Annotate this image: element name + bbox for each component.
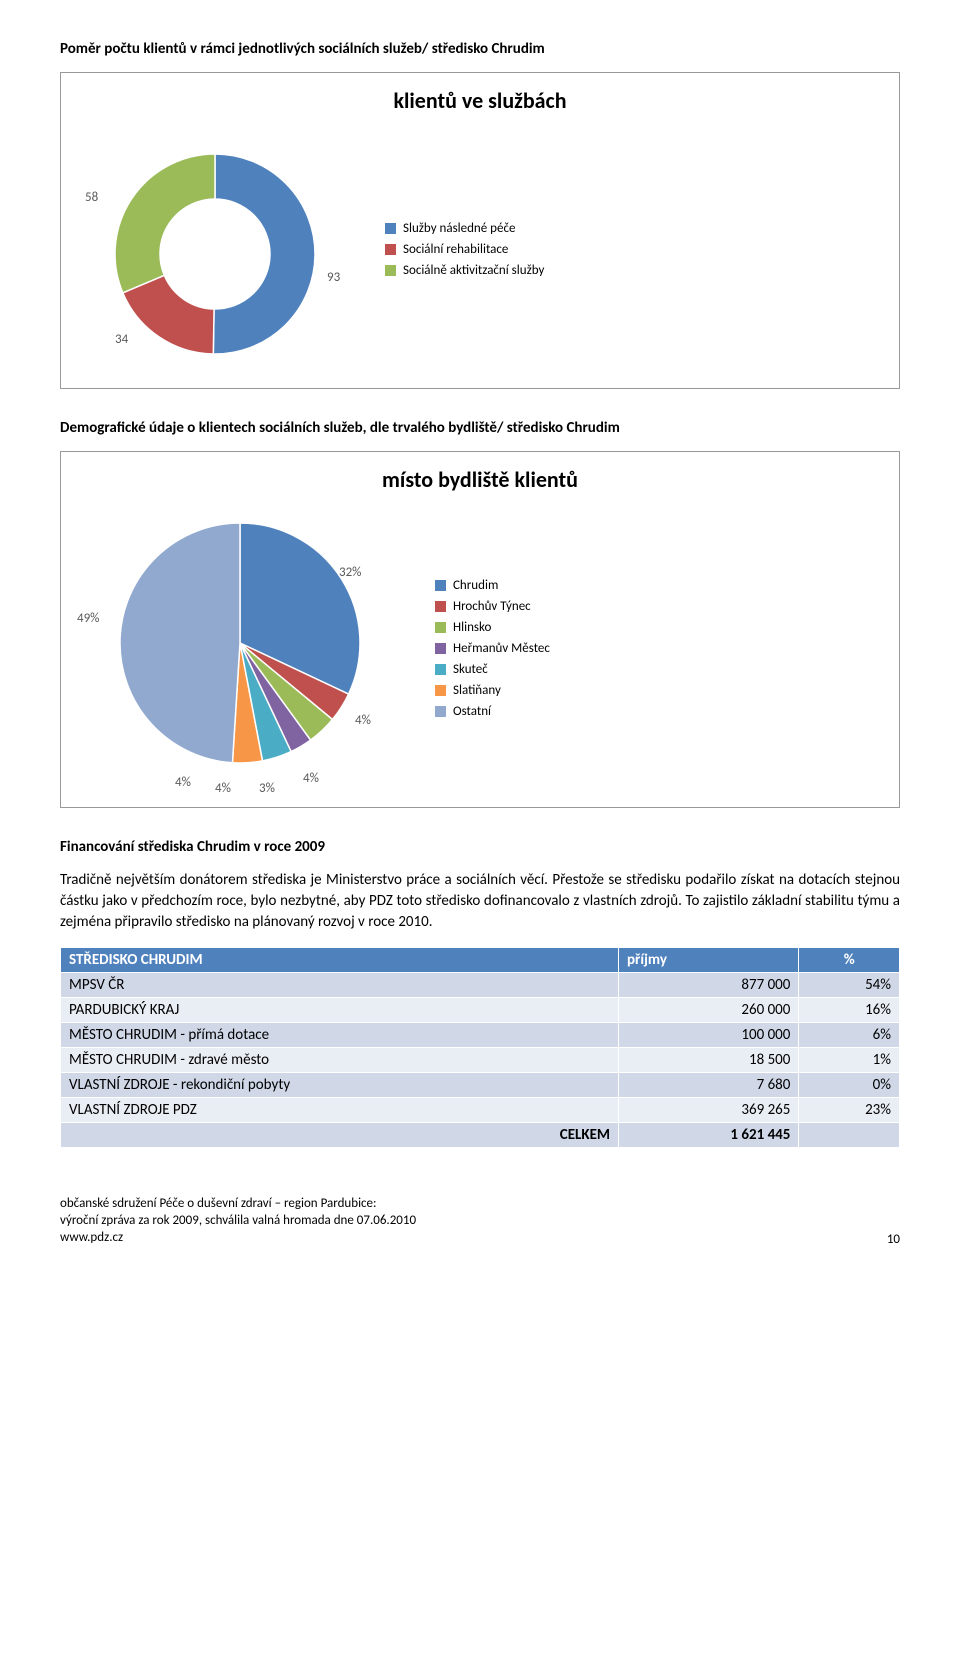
chart-data-label: 4% <box>175 775 191 790</box>
legend-swatch <box>385 244 396 255</box>
financing-paragraph: Tradičně největším donátorem střediska j… <box>60 870 900 933</box>
chart-data-label: 4% <box>355 713 371 728</box>
chart1-title: klientů ve službách <box>75 87 885 114</box>
chart-data-label: 49% <box>77 611 99 626</box>
legend-item: Hrochův Týnec <box>435 599 550 614</box>
legend-item: Slatiňany <box>435 683 550 698</box>
legend-label: Heřmanův Městec <box>453 641 550 656</box>
chart-data-label: 32% <box>339 565 361 580</box>
cell-name: VLASTNÍ ZDROJE - rekondiční pobyty <box>61 1073 619 1098</box>
cell-name: MĚSTO CHRUDIM - přímá dotace <box>61 1023 619 1048</box>
footer-url: www.pdz.cz <box>60 1230 416 1247</box>
chart2-container: místo bydliště klientů 32%4%4%3%4%4%49% … <box>60 451 900 808</box>
cell-income: 369 265 <box>619 1098 799 1123</box>
legend-swatch <box>435 643 446 654</box>
cell-income: 7 680 <box>619 1073 799 1098</box>
cell-total-value: 1 621 445 <box>619 1123 799 1148</box>
chart-data-label: 58 <box>85 190 98 205</box>
cell-percent: 23% <box>799 1098 900 1123</box>
th-income: příjmy <box>619 948 799 973</box>
cell-income: 100 000 <box>619 1023 799 1048</box>
chart-data-label: 3% <box>259 781 275 796</box>
cell-name: VLASTNÍ ZDROJE PDZ <box>61 1098 619 1123</box>
footer-org: občanské sdružení Péče o duševní zdraví … <box>60 1196 416 1213</box>
table-row: MPSV ČR877 00054% <box>61 973 900 998</box>
section2-heading: Demografické údaje o klientech sociálníc… <box>60 419 900 437</box>
page-footer: občanské sdružení Péče o duševní zdraví … <box>60 1196 900 1247</box>
cell-percent: 6% <box>799 1023 900 1048</box>
chart-slice <box>213 154 315 354</box>
cell-income: 877 000 <box>619 973 799 998</box>
legend-item: Skuteč <box>435 662 550 677</box>
legend-item: Hlinsko <box>435 620 550 635</box>
cell-name: MĚSTO CHRUDIM - zdravé město <box>61 1048 619 1073</box>
table-row: MĚSTO CHRUDIM - zdravé město18 5001% <box>61 1048 900 1073</box>
th-percent: % <box>799 948 900 973</box>
chart2-canvas: 32% 4% 4% 3% 4% 4% 49% <box>75 503 405 793</box>
legend-item: Sociální rehabilitace <box>385 242 544 257</box>
cell-total-label: CELKEM <box>61 1123 619 1148</box>
table-row: VLASTNÍ ZDROJE PDZ369 26523% <box>61 1098 900 1123</box>
legend-swatch <box>435 664 446 675</box>
chart2-legend: Chrudim Hrochův Týnec Hlinsko Heřmanův Měst… <box>435 572 550 725</box>
cell-income: 18 500 <box>619 1048 799 1073</box>
page-number: 10 <box>887 1232 900 1247</box>
legend-swatch <box>435 601 446 612</box>
legend-swatch <box>435 580 446 591</box>
table-row: MĚSTO CHRUDIM - přímá dotace100 0006% <box>61 1023 900 1048</box>
cell-percent: 54% <box>799 973 900 998</box>
legend-item: Ostatní <box>435 704 550 719</box>
legend-item: Služby následné péče <box>385 221 544 236</box>
table-total-row: CELKEM1 621 445 <box>61 1123 900 1148</box>
chart-slice <box>115 154 215 293</box>
chart-data-label: 4% <box>303 771 319 786</box>
chart2-title: místo bydliště klientů <box>75 466 885 493</box>
chart-slice <box>120 523 240 763</box>
legend-label: Hrochův Týnec <box>453 599 531 614</box>
cell-income: 260 000 <box>619 998 799 1023</box>
legend-label: Hlinsko <box>453 620 491 635</box>
cell-name: MPSV ČR <box>61 973 619 998</box>
cell-name: PARDUBICKÝ KRAJ <box>61 998 619 1023</box>
chart1-canvas: 93 34 58 <box>75 124 355 374</box>
footer-report: výroční zpráva za rok 2009, schválila va… <box>60 1213 416 1230</box>
chart-data-label: 4% <box>215 781 231 796</box>
legend-item: Sociálně aktivitzační služby <box>385 263 544 278</box>
cell-percent: 16% <box>799 998 900 1023</box>
table-row: VLASTNÍ ZDROJE - rekondiční pobyty7 6800… <box>61 1073 900 1098</box>
legend-label: Chrudim <box>453 578 498 593</box>
legend-label: Sociálně aktivitzační služby <box>403 263 544 278</box>
legend-label: Služby následné péče <box>403 221 515 236</box>
legend-swatch <box>385 223 396 234</box>
chart1-container: klientů ve službách 93 34 58 Služby násled… <box>60 72 900 389</box>
legend-label: Sociální rehabilitace <box>403 242 508 257</box>
legend-label: Ostatní <box>453 704 491 719</box>
cell-percent: 0% <box>799 1073 900 1098</box>
section1-heading: Poměr počtu klientů v rámci jednotlivých… <box>60 40 900 58</box>
chart-data-label: 34 <box>115 332 128 347</box>
table-header-row: STŘEDISKO CHRUDIM příjmy % <box>61 948 900 973</box>
financing-table: STŘEDISKO CHRUDIM příjmy % MPSV ČR877 00… <box>60 947 900 1148</box>
cell-total-percent <box>799 1123 900 1148</box>
legend-swatch <box>435 622 446 633</box>
table-row: PARDUBICKÝ KRAJ260 00016% <box>61 998 900 1023</box>
th-name: STŘEDISKO CHRUDIM <box>61 948 619 973</box>
legend-item: Chrudim <box>435 578 550 593</box>
section3-heading: Financování střediska Chrudim v roce 200… <box>60 838 900 856</box>
cell-percent: 1% <box>799 1048 900 1073</box>
legend-label: Skuteč <box>453 662 488 677</box>
legend-label: Slatiňany <box>453 683 501 698</box>
legend-swatch <box>435 685 446 696</box>
chart1-legend: Služby následné péče Sociální rehabilitac… <box>385 215 544 284</box>
legend-swatch <box>435 706 446 717</box>
legend-swatch <box>385 265 396 276</box>
chart-data-label: 93 <box>327 270 340 285</box>
legend-item: Heřmanův Městec <box>435 641 550 656</box>
